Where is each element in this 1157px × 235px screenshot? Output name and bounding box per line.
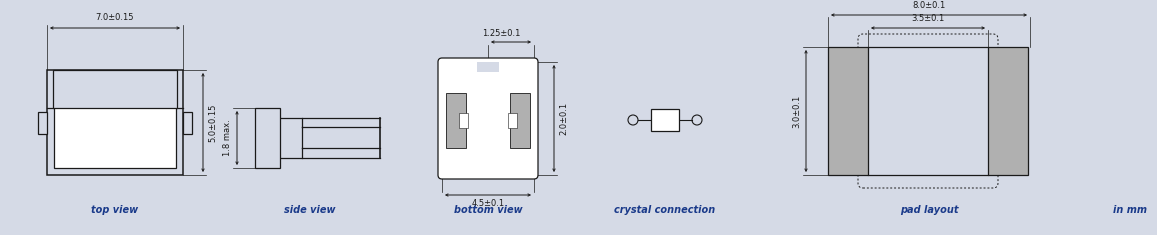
Text: 2.0±0.1: 2.0±0.1 — [559, 102, 568, 135]
Text: pad layout: pad layout — [900, 205, 958, 215]
Bar — [508, 113, 517, 128]
Text: 1.8 max.: 1.8 max. — [223, 120, 233, 156]
Text: 3.5±0.1: 3.5±0.1 — [912, 14, 944, 23]
Bar — [445, 93, 466, 148]
Bar — [828, 47, 868, 175]
Text: 1.25±0.1: 1.25±0.1 — [481, 29, 521, 38]
Bar — [255, 108, 280, 168]
Text: 3.0±0.1: 3.0±0.1 — [793, 94, 801, 128]
Bar — [477, 62, 499, 72]
Text: in mm: in mm — [1113, 205, 1147, 215]
Bar — [53, 70, 177, 108]
Text: bottom view: bottom view — [454, 205, 522, 215]
Text: 7.0±0.15: 7.0±0.15 — [96, 13, 134, 22]
Bar — [651, 109, 679, 131]
Text: 4.5±0.1: 4.5±0.1 — [471, 199, 504, 208]
Text: 8.0±0.1: 8.0±0.1 — [913, 1, 945, 10]
Text: top view: top view — [91, 205, 139, 215]
Text: side view: side view — [285, 205, 336, 215]
Bar — [47, 70, 183, 175]
Bar — [54, 77, 176, 168]
Bar — [183, 111, 192, 133]
Bar — [510, 93, 530, 148]
Bar — [38, 111, 47, 133]
Bar — [459, 113, 467, 128]
FancyBboxPatch shape — [439, 58, 538, 179]
Text: 5.0±0.15: 5.0±0.15 — [208, 103, 218, 142]
Bar — [988, 47, 1029, 175]
Text: crystal connection: crystal connection — [614, 205, 716, 215]
